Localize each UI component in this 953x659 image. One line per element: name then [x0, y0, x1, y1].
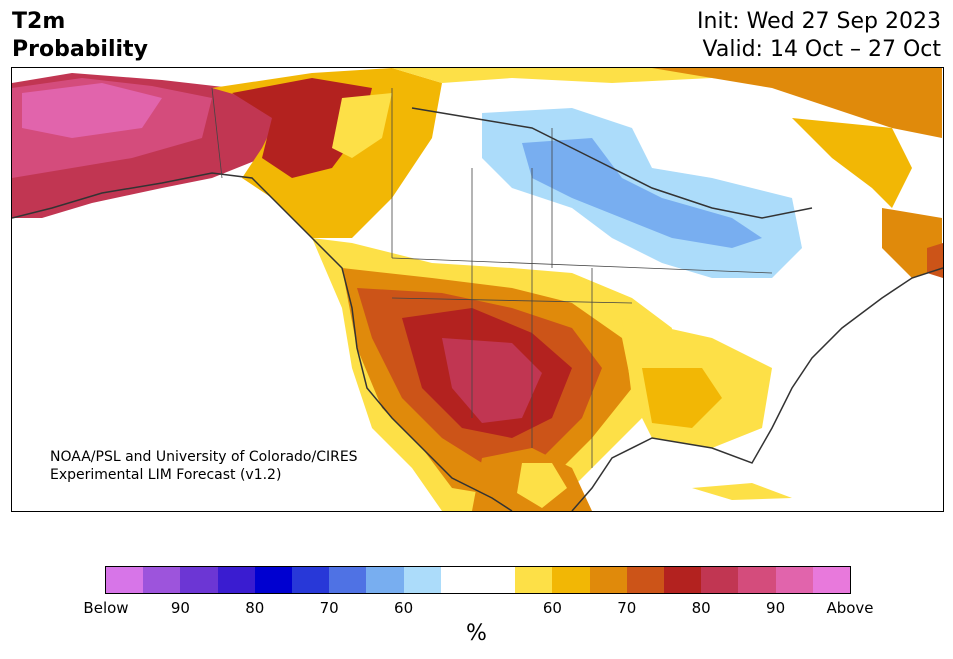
- colorbar-tick-label: 90: [170, 599, 190, 617]
- colorbar-swatch: [664, 567, 702, 593]
- colorbar-swatch: [143, 567, 181, 593]
- colorbar-tick-label: 70: [617, 599, 637, 617]
- colorbar-tick-label: 80: [691, 599, 711, 617]
- colorbar-swatch: [217, 567, 255, 593]
- credit-line-2: Experimental LIM Forecast (v1.2): [50, 467, 282, 483]
- colorbar-swatch: [701, 567, 739, 593]
- colorbar-swatch: [812, 567, 851, 593]
- probability-map: NOAA/PSL and University of Colorado/CIRE…: [11, 67, 944, 512]
- map-title: T2m Probability: [12, 8, 148, 64]
- colorbar-swatch: [589, 567, 627, 593]
- colorbar-swatch: [403, 567, 441, 593]
- colorbar-unit: %: [466, 621, 487, 646]
- colorbar-swatch: [106, 567, 144, 593]
- forecast-dates: Init: Wed 27 Sep 2023 Valid: 14 Oct – 27…: [697, 8, 941, 64]
- colorbar-swatch: [329, 567, 367, 593]
- credit-line-1: NOAA/PSL and University of Colorado/CIRE…: [50, 449, 358, 465]
- colorbar-swatch: [478, 567, 516, 593]
- colorbar-tick-label: 60: [394, 599, 414, 617]
- init-date: Init: Wed 27 Sep 2023: [697, 9, 941, 34]
- title-line-1: T2m: [12, 9, 66, 34]
- colorbar-swatch: [180, 567, 218, 593]
- colorbar-swatch: [366, 567, 404, 593]
- colorbar-tick-label: Below: [83, 599, 129, 617]
- colorbar-swatch: [440, 567, 479, 593]
- colorbar-swatch: [254, 567, 293, 593]
- credit-text: NOAA/PSL and University of Colorado/CIRE…: [50, 448, 358, 484]
- colorbar-tick-label: 70: [319, 599, 339, 617]
- colorbar: [105, 566, 851, 594]
- colorbar-swatch: [775, 567, 813, 593]
- colorbar-swatch: [292, 567, 330, 593]
- valid-period: Valid: 14 Oct – 27 Oct: [702, 37, 941, 62]
- colorbar-tick-label: 90: [766, 599, 786, 617]
- colorbar-swatch: [626, 567, 665, 593]
- colorbar-tick-label: Above: [826, 599, 874, 617]
- colorbar-swatch: [552, 567, 590, 593]
- colorbar-tick-label: 60: [542, 599, 562, 617]
- colorbar-ticks: Below 90 80 70 60 60 70 80 90 Above: [0, 599, 953, 619]
- colorbar-swatch: [738, 567, 776, 593]
- colorbar-tick-label: 80: [245, 599, 265, 617]
- title-line-2: Probability: [12, 37, 148, 62]
- colorbar-swatch: [515, 567, 553, 593]
- map-graphic: [12, 68, 943, 511]
